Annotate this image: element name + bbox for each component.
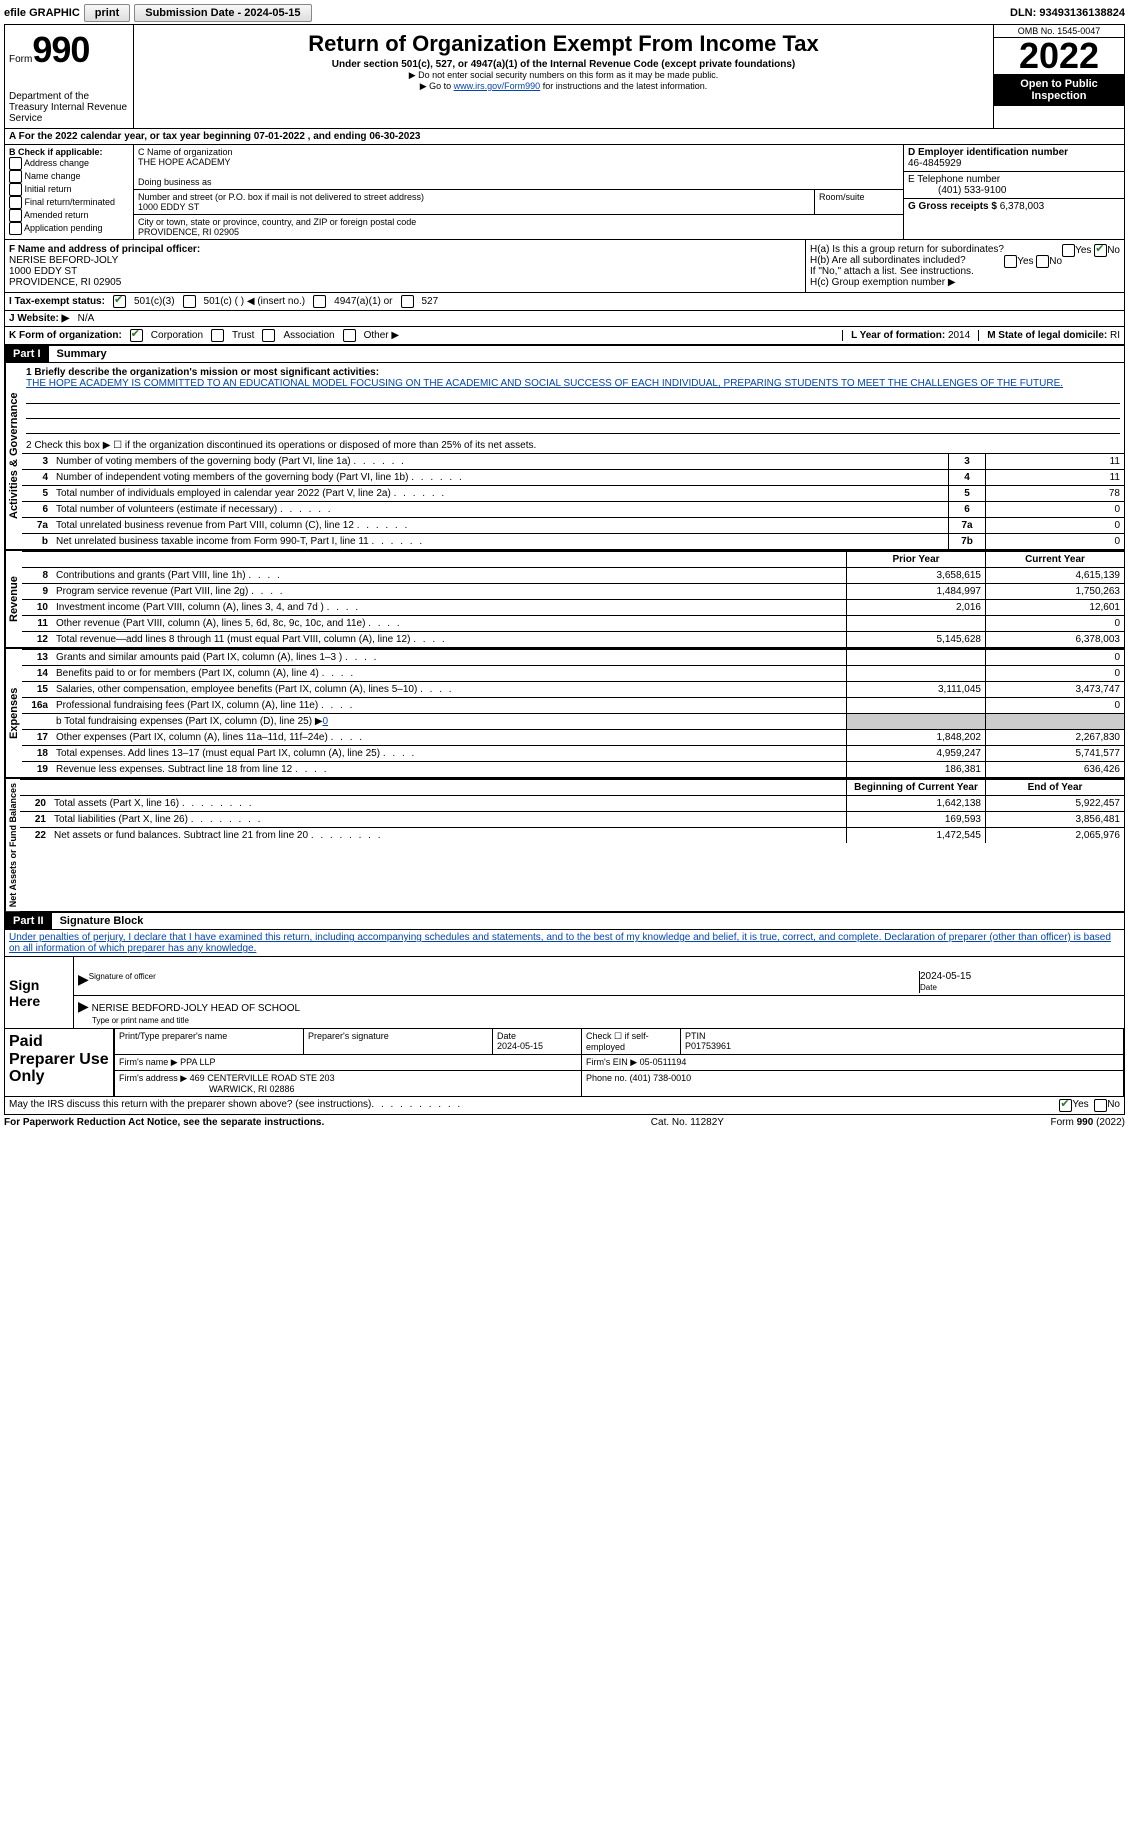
form-title: Return of Organization Exempt From Incom… — [138, 31, 989, 57]
org-city: PROVIDENCE, RI 02905 — [138, 227, 899, 237]
mission-text: THE HOPE ACADEMY IS COMMITTED TO AN EDUC… — [26, 378, 1063, 389]
net-assets-section: Net Assets or Fund Balances Beginning of… — [5, 779, 1124, 913]
line-i: I Tax-exempt status: 501(c)(3) 501(c) ( … — [5, 293, 1124, 311]
part1-header: Part I Summary — [5, 346, 1124, 363]
subtitle-2: ▶ Do not enter social security numbers o… — [138, 70, 989, 81]
officer-name: NERISE BEDFORD-JOLY HEAD OF SCHOOL — [92, 1003, 301, 1014]
form-number: 990 — [32, 29, 89, 70]
top-bar: efile GRAPHIC print Submission Date - 20… — [4, 4, 1125, 22]
discuss-no-checkbox[interactable] — [1094, 1099, 1107, 1112]
check-final-return-terminated: Final return/terminated — [9, 196, 129, 209]
check-amended-return: Amended return — [9, 209, 129, 222]
line-j: J Website: ▶ N/A — [5, 311, 1124, 327]
line-a: A For the 2022 calendar year, or tax yea… — [5, 129, 1124, 145]
print-button[interactable]: print — [84, 4, 130, 22]
telephone: (401) 533-9100 — [908, 185, 1006, 196]
paid-preparer-section: Paid Preparer Use Only Print/Type prepar… — [5, 1029, 1124, 1097]
hb-no-checkbox[interactable] — [1036, 255, 1049, 268]
dept-label: Department of the Treasury Internal Reve… — [9, 91, 129, 124]
ein: 46-4845929 — [908, 158, 961, 169]
ha-no-checkbox[interactable] — [1094, 244, 1107, 257]
may-irs-discuss: May the IRS discuss this return with the… — [5, 1097, 1124, 1114]
gross-receipts: 6,378,003 — [1000, 201, 1045, 212]
governance-table: 3Number of voting members of the governi… — [22, 453, 1124, 549]
efile-label: efile GRAPHIC — [4, 7, 80, 19]
subtitle-3: ▶ Go to www.irs.gov/Form990 for instruct… — [138, 81, 989, 92]
header-left: Form990 Department of the Treasury Inter… — [5, 25, 134, 128]
line-k: K Form of organization: Corporation Trus… — [5, 327, 1124, 346]
section-h: H(a) Is this a group return for subordin… — [806, 240, 1124, 292]
header-mid: Return of Organization Exempt From Incom… — [134, 25, 994, 128]
dln-label: DLN: 93493136138824 — [1010, 7, 1125, 19]
net-assets-table: Beginning of Current YearEnd of Year20To… — [20, 779, 1124, 843]
check-application-pending: Application pending — [9, 222, 129, 235]
header-right: OMB No. 1545-0047 2022 Open to Public In… — [994, 25, 1124, 128]
section-f-h: F Name and address of principal officer:… — [5, 240, 1124, 293]
form-word: Form — [9, 54, 32, 65]
submission-date-button[interactable]: Submission Date - 2024-05-15 — [134, 4, 311, 22]
ha-yes-checkbox[interactable] — [1062, 244, 1075, 257]
activities-governance-section: Activities & Governance 1 Briefly descri… — [5, 363, 1124, 551]
discuss-yes-checkbox[interactable] — [1059, 1099, 1072, 1112]
501c3-checkbox[interactable] — [113, 295, 126, 308]
inspection-label: Open to Public Inspection — [994, 74, 1124, 106]
tax-year: 2022 — [994, 38, 1124, 74]
section-b: B Check if applicable: Address change Na… — [5, 145, 134, 239]
check-address-change: Address change — [9, 157, 129, 170]
check-initial-return: Initial return — [9, 183, 129, 196]
part2-header: Part II Signature Block — [5, 913, 1124, 930]
section-b-c-d: B Check if applicable: Address change Na… — [5, 145, 1124, 240]
irs-link[interactable]: www.irs.gov/Form990 — [454, 81, 541, 91]
corp-checkbox[interactable] — [130, 329, 143, 342]
revenue-section: Revenue Prior YearCurrent Year8Contribut… — [5, 551, 1124, 649]
form-container: Form990 Department of the Treasury Inter… — [4, 24, 1125, 1115]
form-header: Form990 Department of the Treasury Inter… — [5, 25, 1124, 129]
org-name: THE HOPE ACADEMY — [138, 157, 899, 167]
section-d: D Employer identification number46-48459… — [903, 145, 1124, 239]
page-footer: For Paperwork Reduction Act Notice, see … — [4, 1115, 1125, 1130]
declaration-text: Under penalties of perjury, I declare th… — [9, 932, 1111, 954]
expenses-section: Expenses 13Grants and similar amounts pa… — [5, 649, 1124, 779]
revenue-table: Prior YearCurrent Year8Contributions and… — [22, 551, 1124, 647]
org-address: 1000 EDDY ST — [138, 202, 810, 212]
expenses-table: 13Grants and similar amounts paid (Part … — [22, 649, 1124, 777]
section-c: C Name of organizationTHE HOPE ACADEMYDo… — [134, 145, 903, 239]
signature-section: Under penalties of perjury, I declare th… — [5, 930, 1124, 1114]
subtitle-1: Under section 501(c), 527, or 4947(a)(1)… — [138, 59, 989, 70]
hb-yes-checkbox[interactable] — [1004, 255, 1017, 268]
check-name-change: Name change — [9, 170, 129, 183]
section-f: F Name and address of principal officer:… — [5, 240, 806, 292]
